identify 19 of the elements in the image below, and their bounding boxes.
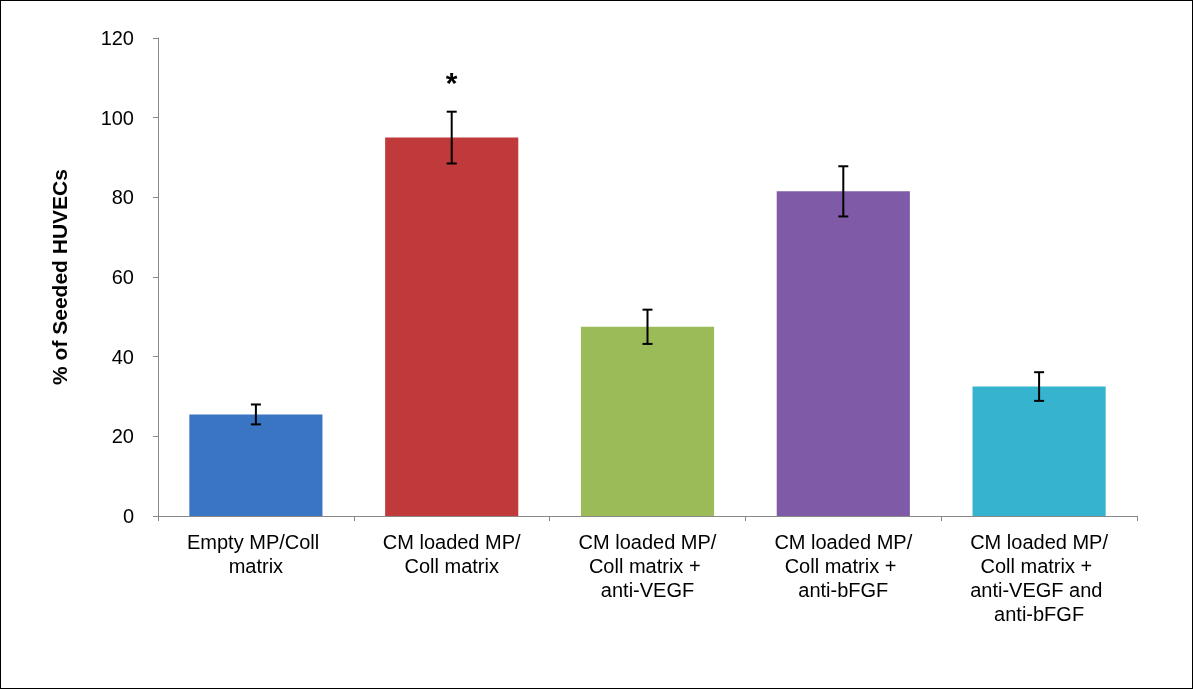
x-tick-label: CM loaded MP/Coll matrix + anti-bFGF <box>774 531 913 601</box>
y-axis-title: % of Seeded HUVECs <box>48 169 71 385</box>
bar <box>776 191 910 516</box>
y-tick-label: 20 <box>111 425 134 448</box>
y-tick-label: 0 <box>122 505 134 527</box>
bar <box>385 137 519 516</box>
x-tick-label: Empty MP/Coll matrix <box>186 531 325 577</box>
y-tick-label: 80 <box>111 186 134 209</box>
y-tick-label: 120 <box>100 27 134 49</box>
y-tick-label: 40 <box>111 345 134 368</box>
x-tick-label: CM loaded MP/Coll matrix + anti-VEGF and anti-bFGF <box>970 531 1109 625</box>
bar <box>580 326 715 516</box>
bar <box>189 414 323 516</box>
x-tick-label: CM loaded MP/Coll matrix + anti-VEGF <box>578 531 717 601</box>
bar <box>972 386 1106 516</box>
y-tick-label: 60 <box>111 266 134 288</box>
y-tick-label: 100 <box>100 106 134 129</box>
annotation: * <box>445 66 458 100</box>
x-tick-label: CM loaded MP/Coll matrix <box>382 531 522 577</box>
